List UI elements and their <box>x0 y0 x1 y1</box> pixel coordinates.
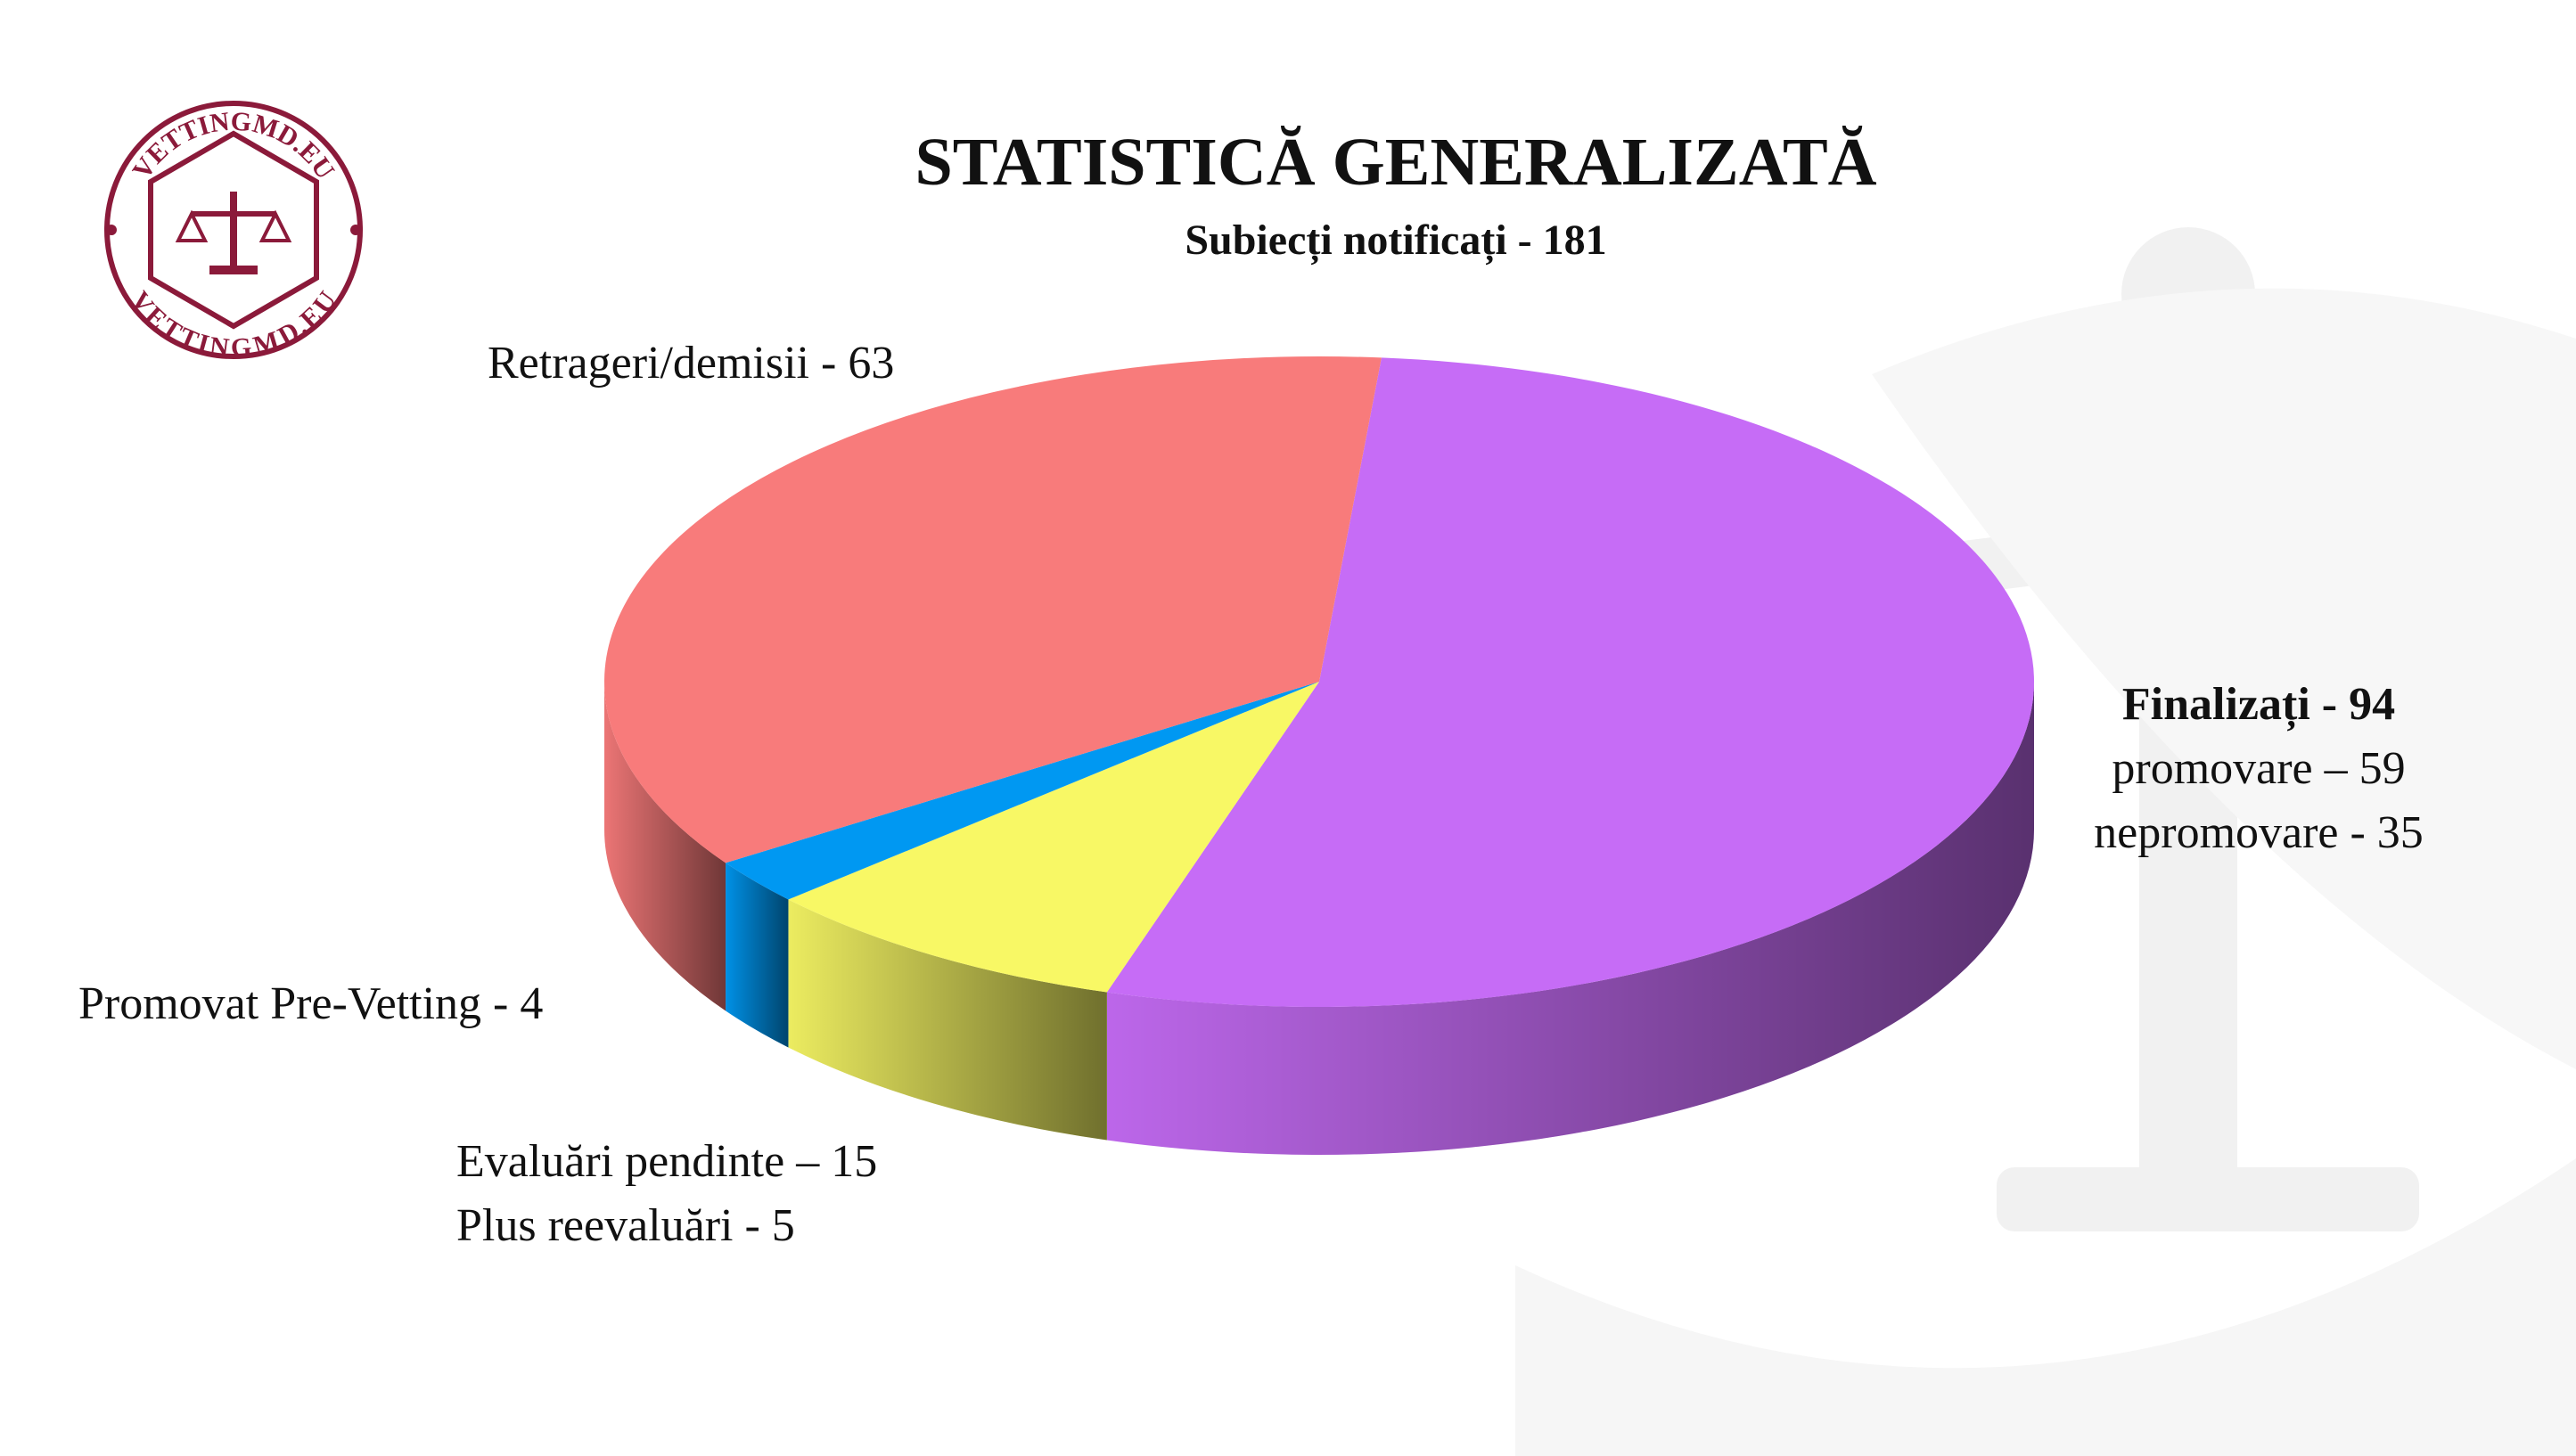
logo: VETTINGMD.EU VETTINGMD.EU <box>104 101 363 363</box>
labels: Finalizați - 94 promovare – 59 nepromovare… <box>78 338 2424 1251</box>
pie-slice <box>788 682 1319 993</box>
slice-label: Evaluări pendinte – 15 <box>456 1136 877 1187</box>
side-shade <box>788 899 1107 1141</box>
side-shade <box>604 682 726 1011</box>
side-shade <box>1106 682 2034 1156</box>
watermark <box>1515 227 2576 1456</box>
side-shade <box>726 863 789 1048</box>
pie-slice <box>1106 357 2035 1008</box>
pie <box>604 356 2035 1156</box>
slice-label: nepromovare - 35 <box>2094 807 2424 858</box>
chart-subtitle: Subiecți notificați - 181 <box>1185 217 1606 265</box>
slice-label: promovare – 59 <box>2112 743 2405 794</box>
slice-label: Plus reevaluări - 5 <box>456 1200 795 1251</box>
slice-label: Promovat Pre-Vetting - 4 <box>78 978 543 1029</box>
slice-label: Finalizați - 94 <box>2122 679 2395 732</box>
slice-label: Retrageri/demisii - 63 <box>488 338 894 389</box>
chart-title: STATISTICĂ GENERALIZATĂ <box>915 125 1876 200</box>
pie-slice <box>604 356 1382 863</box>
pie-slice <box>726 682 1319 900</box>
